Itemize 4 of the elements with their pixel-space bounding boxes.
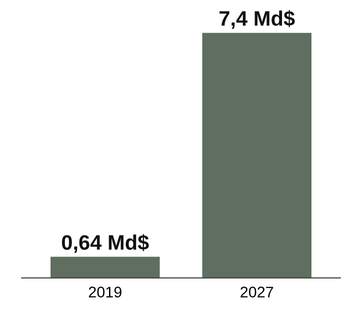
x-tick-label: 2019 [88, 286, 122, 298]
data-label: 7,4 Md$ [220, 10, 295, 29]
data-label: 0,64 Md$ [62, 234, 149, 253]
x-tick-label: 2027 [240, 286, 274, 298]
